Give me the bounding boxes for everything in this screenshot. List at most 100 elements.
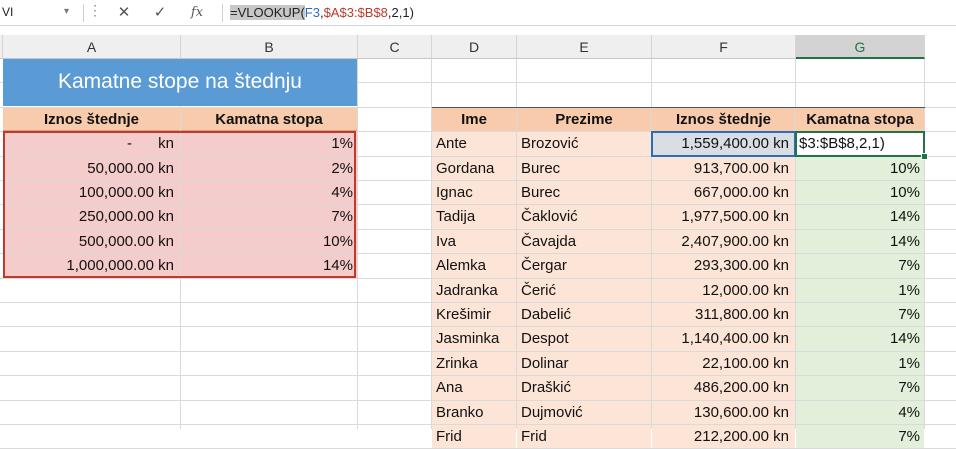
fill-handle[interactable] [921,152,928,160]
right-table-stopa[interactable]: 10% [796,156,924,180]
name-box-dropdown-icon[interactable]: ▾ [64,6,70,17]
right-table-header[interactable]: Iznos štednje [652,107,795,132]
right-table-ime[interactable]: Tadija [432,205,516,229]
grid-line-horizontal [0,326,956,328]
right-table-stopa[interactable]: 4% [796,400,924,424]
left-table-amount[interactable]: 100,000.00 kn [3,181,180,205]
right-table-prezime[interactable]: Dabelić [517,303,651,327]
grid-line-vertical [516,59,517,429]
right-table-stopa[interactable]: 10% [796,181,924,205]
amount-dash: - [127,135,132,153]
right-table-iznos[interactable]: 130,600.00 kn [652,400,795,424]
column-header-g[interactable]: G [796,35,925,59]
right-table-iznos[interactable]: 22,100.00 kn [652,351,795,376]
insert-function-icon[interactable]: fx [190,5,204,20]
left-table-amount[interactable]: 500,000.00 kn [3,229,180,254]
left-table-rate[interactable]: 7% [181,205,357,229]
editing-cell[interactable]: $3:$B$8,2,1) [796,132,924,156]
column-header-e[interactable]: E [517,35,652,59]
right-table-ime[interactable]: Jadranka [432,278,516,302]
right-table-prezime[interactable]: Despot [517,327,651,351]
right-table-ime[interactable]: Alemka [432,254,516,278]
right-table-prezime[interactable]: Brozović [517,132,651,156]
grid-line-horizontal [0,82,956,84]
right-table-prezime[interactable]: Čergar [517,254,651,278]
right-table-border-top [432,106,925,108]
grid-line-horizontal [0,302,956,303]
right-table-iznos[interactable]: 12,000.00 kn [652,278,795,302]
right-table-iznos[interactable]: 1,140,400.00 kn [652,327,795,351]
right-table-prezime[interactable]: Dolinar [517,351,651,376]
formula-input[interactable]: =VLOOKUP(F3,$A$3:$B$8,2,1) [230,4,414,22]
name-box[interactable]: VI [2,5,14,19]
left-table-header[interactable]: Iznos štednje [3,107,180,132]
left-table-rate[interactable]: 10% [181,229,357,254]
right-table-ime[interactable]: Ignac [432,181,516,205]
column-header-f[interactable]: F [652,35,796,59]
right-table-header[interactable]: Kamatna stopa [796,107,924,132]
left-table-rate[interactable]: 1% [181,132,357,156]
left-table-amount[interactable]: 1,000,000.00 kn [3,254,180,278]
enter-icon[interactable]: ✓ [153,4,167,21]
column-header-a[interactable]: A [3,35,181,59]
right-table-prezime[interactable]: Čavajda [517,229,651,254]
right-table-stopa[interactable]: 1% [796,278,924,302]
formula-bar: VI ▾ ⋮ ✕ ✓ fx =VLOOKUP(F3,$A$3:$B$8,2,1) [0,0,956,26]
right-table-prezime[interactable]: Draškić [517,376,651,400]
grid-line-vertical [431,59,432,429]
right-table-iznos[interactable]: 1,559,400.00 kn [652,132,795,156]
separator [222,4,223,22]
column-header-b[interactable]: B [181,35,358,59]
formula-comma: , [319,5,324,20]
right-table-ime[interactable]: Zrinka [432,351,516,376]
cancel-icon[interactable]: ✕ [117,4,131,21]
right-table-ime[interactable]: Iva [432,229,516,254]
left-table-header[interactable]: Kamatna stopa [181,107,357,132]
right-table-header[interactable]: Prezime [517,107,651,132]
right-table-iznos[interactable]: 667,000.00 kn [652,181,795,205]
grid-line-vertical [357,59,358,429]
right-table-prezime[interactable]: Čaklović [517,205,651,229]
right-table-ime[interactable]: Branko [432,400,516,424]
right-table-prezime[interactable]: Burec [517,181,651,205]
left-table-rate[interactable]: 14% [181,254,357,278]
right-table-ime[interactable]: Ana [432,376,516,400]
separator [83,4,84,22]
right-table-stopa[interactable]: 14% [796,205,924,229]
amount-unit: kn [158,135,174,153]
column-header-corner[interactable] [0,35,3,59]
left-table-title[interactable]: Kamatne stope na štednju [3,59,357,106]
left-table-amount[interactable]: 50,000.00 kn [3,156,180,180]
right-table-prezime[interactable]: Burec [517,156,651,180]
drag-handle-icon[interactable]: ⋮ [88,2,102,18]
right-table-stopa[interactable]: 14% [796,327,924,351]
right-table-iznos[interactable]: 486,200.00 kn [652,376,795,400]
reference-highlight-f3 [651,131,796,157]
left-table-rate[interactable]: 4% [181,181,357,205]
right-table-ime[interactable]: Jasminka [432,327,516,351]
column-header-c[interactable]: C [358,35,432,59]
right-table-prezime[interactable]: Dujmović [517,400,651,424]
formula-selected-prefix: =VLOOKUP( [230,5,305,20]
right-table-header[interactable]: Ime [432,107,516,132]
right-table-stopa[interactable]: 14% [796,229,924,254]
right-table-iznos[interactable]: 1,977,500.00 kn [652,205,795,229]
left-table-amount[interactable]: - kn [3,132,180,156]
right-table-iznos[interactable]: 293,300.00 kn [652,254,795,278]
left-table-rate[interactable]: 2% [181,156,357,180]
right-table-ime[interactable]: Ante [432,132,516,156]
formula-suffix: ,2,1) [387,5,414,20]
right-table-ime[interactable]: Gordana [432,156,516,180]
left-table-amount[interactable]: 250,000.00 kn [3,205,180,229]
right-table-stopa[interactable]: 7% [796,254,924,278]
right-table-prezime[interactable]: Čerić [517,278,651,302]
right-table-stopa[interactable]: 1% [796,351,924,376]
right-table-iznos[interactable]: 913,700.00 kn [652,156,795,180]
right-table-iznos[interactable]: 311,800.00 kn [652,303,795,327]
right-table-ime[interactable]: Krešimir [432,303,516,327]
right-table-iznos[interactable]: 2,407,900.00 kn [652,229,795,254]
formula-ref-range: $A$3:$B$8 [323,5,388,20]
right-table-stopa[interactable]: 7% [796,303,924,327]
column-header-d[interactable]: D [432,35,517,59]
right-table-stopa[interactable]: 7% [796,376,924,400]
